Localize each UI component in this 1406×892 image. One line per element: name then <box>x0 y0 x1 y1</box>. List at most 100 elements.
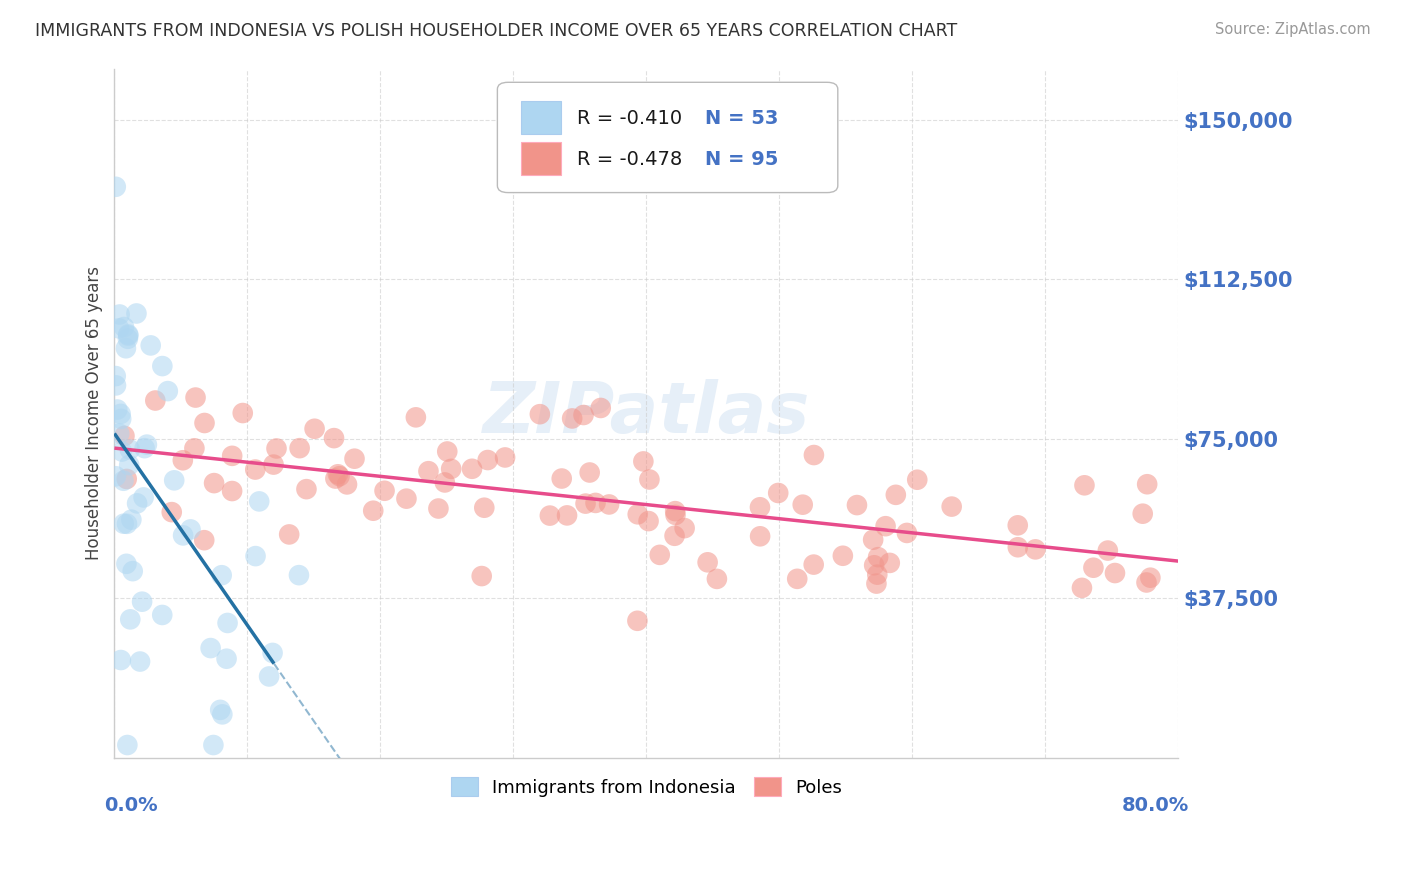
Point <box>361 504 384 518</box>
Point <box>263 458 285 472</box>
Point <box>879 556 901 570</box>
Point <box>664 508 686 522</box>
Text: N = 53: N = 53 <box>704 109 778 128</box>
Point <box>202 738 225 752</box>
Point <box>160 505 183 519</box>
Point <box>418 464 440 478</box>
Point <box>156 384 179 398</box>
Point <box>112 516 135 531</box>
Point <box>471 569 494 583</box>
Point <box>125 306 148 320</box>
Point <box>132 491 155 505</box>
Point <box>115 557 138 571</box>
Point <box>105 402 128 417</box>
Point <box>336 477 359 491</box>
Point <box>288 568 311 582</box>
Point <box>436 444 458 458</box>
Text: 0.0%: 0.0% <box>104 796 157 814</box>
Legend: Immigrants from Indonesia, Poles: Immigrants from Indonesia, Poles <box>443 770 849 804</box>
Point <box>247 494 270 508</box>
Point <box>211 568 233 582</box>
Point <box>262 646 284 660</box>
Point <box>846 498 869 512</box>
Point <box>184 391 207 405</box>
Point <box>115 472 138 486</box>
Point <box>427 501 450 516</box>
Point <box>538 508 561 523</box>
Point <box>139 338 162 352</box>
Point <box>706 572 728 586</box>
Point <box>461 462 484 476</box>
Point <box>183 442 205 456</box>
Text: IMMIGRANTS FROM INDONESIA VS POLISH HOUSEHOLDER INCOME OVER 65 YEARS CORRELATION: IMMIGRANTS FROM INDONESIA VS POLISH HOUS… <box>35 22 957 40</box>
Point <box>129 655 152 669</box>
Point <box>172 453 194 467</box>
Point <box>1007 540 1029 554</box>
Point <box>1024 542 1046 557</box>
Point <box>395 491 418 506</box>
Point <box>245 549 267 563</box>
Point <box>627 508 650 522</box>
Point <box>211 707 233 722</box>
Point <box>1083 560 1105 574</box>
Point <box>749 500 772 515</box>
Point <box>304 422 326 436</box>
Point <box>104 469 127 483</box>
Point <box>112 320 135 334</box>
Point <box>134 441 156 455</box>
Text: R = -0.410: R = -0.410 <box>578 109 682 128</box>
Point <box>110 407 132 421</box>
Point <box>896 525 918 540</box>
Point <box>180 523 202 537</box>
Point <box>131 595 153 609</box>
Point <box>115 341 138 355</box>
Point <box>257 669 280 683</box>
Point <box>104 179 127 194</box>
Point <box>862 533 884 547</box>
Point <box>110 412 132 426</box>
Point <box>1139 571 1161 585</box>
Point <box>200 641 222 656</box>
Y-axis label: Householder Income Over 65 years: Householder Income Over 65 years <box>86 266 103 560</box>
Point <box>215 651 238 665</box>
Point <box>374 483 396 498</box>
Text: R = -0.478: R = -0.478 <box>578 150 682 169</box>
Point <box>633 454 655 468</box>
Point <box>1071 581 1094 595</box>
Point <box>117 327 139 342</box>
Point <box>328 469 350 483</box>
Point <box>108 308 131 322</box>
Point <box>118 458 141 472</box>
Point <box>941 500 963 514</box>
Point <box>863 558 886 573</box>
Point <box>1135 575 1157 590</box>
Point <box>323 431 346 445</box>
Point <box>1104 566 1126 580</box>
Point <box>1073 478 1095 492</box>
Point <box>1097 543 1119 558</box>
Point <box>494 450 516 465</box>
Point <box>163 473 186 487</box>
Point <box>110 653 132 667</box>
Point <box>664 529 686 543</box>
Point <box>278 527 301 541</box>
Point <box>572 408 595 422</box>
Point <box>585 496 607 510</box>
Point <box>108 426 131 441</box>
Point <box>202 476 225 491</box>
Point <box>792 498 814 512</box>
Point <box>477 453 499 467</box>
Point <box>117 328 139 343</box>
Point <box>440 462 463 476</box>
Point <box>803 558 825 572</box>
Point <box>555 508 578 523</box>
Point <box>143 393 166 408</box>
Point <box>875 519 897 533</box>
Point <box>118 442 141 457</box>
Point <box>529 407 551 421</box>
Point <box>112 474 135 488</box>
Point <box>217 615 239 630</box>
Point <box>326 467 349 482</box>
FancyBboxPatch shape <box>498 82 838 193</box>
FancyBboxPatch shape <box>520 142 561 176</box>
